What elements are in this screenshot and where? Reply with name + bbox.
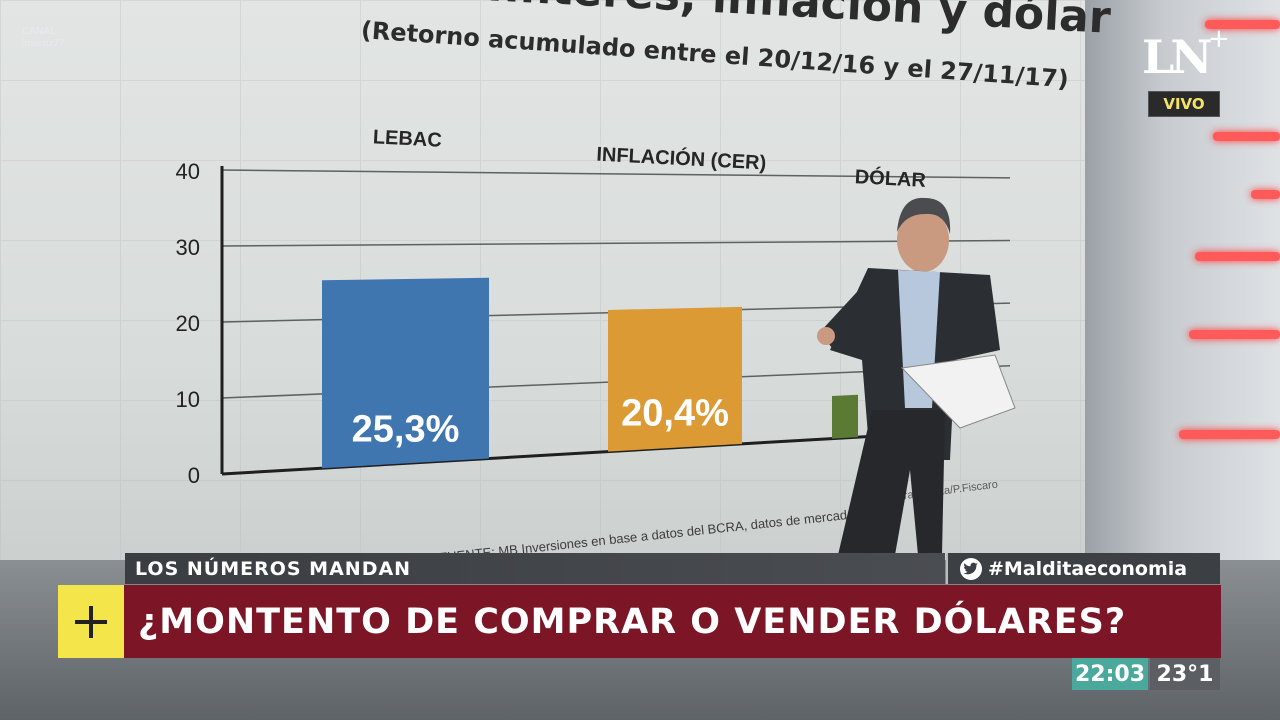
y-tick-label: 10 <box>176 387 200 412</box>
presenter-head <box>897 208 949 272</box>
neon-light <box>1205 20 1280 29</box>
neon-light <box>1251 190 1280 199</box>
presenter-trousers <box>838 410 945 555</box>
y-tick-label: 40 <box>176 159 200 184</box>
watermark-channel: CANAL <box>22 26 56 37</box>
category-label: LEBAC <box>372 126 442 152</box>
temperature: 23°1 <box>1150 658 1220 690</box>
neon-light <box>1213 132 1280 141</box>
gridline <box>221 169 1011 179</box>
ln-logo: LN <box>1142 30 1212 84</box>
topic-bar: LOS NÚMEROS MANDAN <box>125 553 945 584</box>
y-tick-label: 30 <box>176 235 200 260</box>
headline-text: ¿MONTENTO DE COMPRAR O VENDER DÓLARES? <box>138 601 1127 642</box>
presenter-papers <box>900 354 1016 429</box>
neon-light <box>1195 252 1280 261</box>
studio-background <box>1085 0 1280 600</box>
bar <box>322 277 489 469</box>
ln-logo-plus: + <box>1208 24 1230 54</box>
presenter-hair <box>897 197 951 234</box>
headline-bar: ¿MONTENTO DE COMPRAR O VENDER DÓLARES? <box>124 585 1221 658</box>
value-label: 25,3% <box>352 408 460 450</box>
y-tick-label: 20 <box>176 311 200 336</box>
hashtag-label: #Malditaeconomia <box>988 557 1188 580</box>
live-badge: VIVO <box>1148 91 1220 117</box>
clock: 22:03 <box>1072 658 1148 690</box>
chart-bars <box>322 277 858 469</box>
presenter-hand <box>817 327 835 345</box>
hashtag-bar: #Malditaeconomia <box>946 553 1220 584</box>
bar <box>832 394 858 439</box>
value-label: 20,4% <box>621 393 729 435</box>
neon-light <box>1179 430 1280 439</box>
topic-label: LOS NÚMEROS MANDAN <box>135 557 412 580</box>
y-tick-label: 0 <box>188 463 200 488</box>
watermark-handle: jmortiz77 <box>22 39 65 49</box>
channel-watermark: CANAL jmortiz77 <box>22 26 65 50</box>
category-label: DÓLAR <box>854 164 927 192</box>
bar <box>608 306 742 452</box>
presenter <box>817 197 1016 555</box>
plus-icon <box>58 585 124 658</box>
presenter-arm <box>820 280 874 348</box>
twitter-icon <box>960 557 982 580</box>
gridline <box>221 239 1011 247</box>
neon-light <box>1189 330 1280 339</box>
